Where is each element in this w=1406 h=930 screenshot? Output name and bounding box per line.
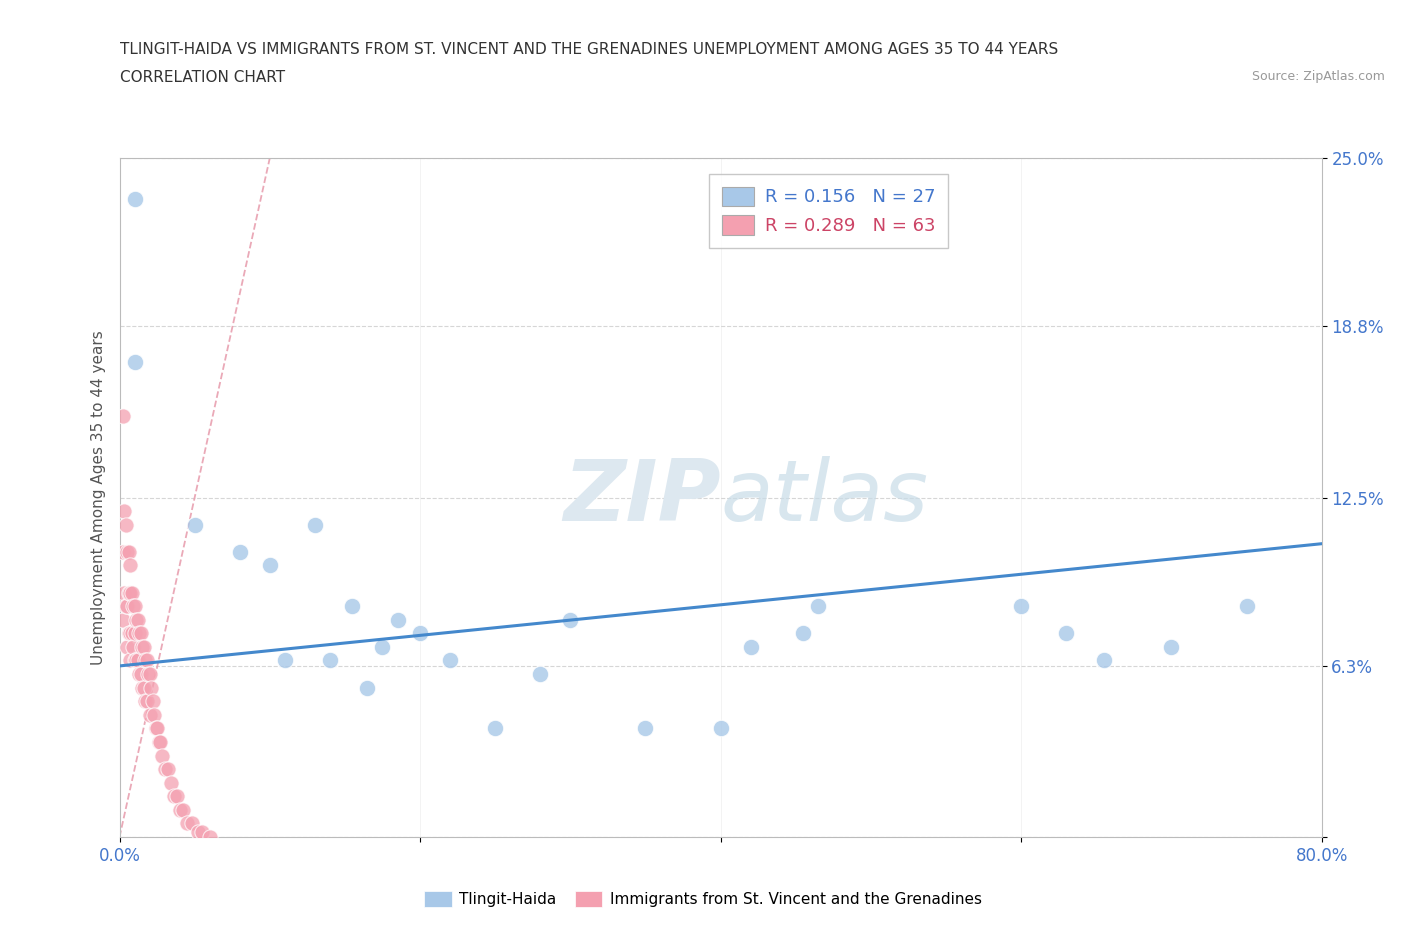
Point xyxy=(121,585,143,600)
Point xyxy=(356,680,378,695)
Point xyxy=(118,558,141,573)
Point xyxy=(634,721,657,736)
Point xyxy=(115,544,138,559)
Text: Source: ZipAtlas.com: Source: ZipAtlas.com xyxy=(1251,70,1385,83)
Point xyxy=(183,517,205,532)
Text: atlas: atlas xyxy=(720,456,928,539)
Point xyxy=(150,748,173,763)
Point xyxy=(121,626,143,641)
Point xyxy=(259,558,281,573)
Point xyxy=(304,517,326,532)
Point xyxy=(118,653,141,668)
Point xyxy=(117,626,139,641)
Point xyxy=(409,626,432,641)
Text: TLINGIT-HAIDA VS IMMIGRANTS FROM ST. VINCENT AND THE GRENADINES UNEMPLOYMENT AMO: TLINGIT-HAIDA VS IMMIGRANTS FROM ST. VIN… xyxy=(120,42,1057,57)
Point xyxy=(740,640,762,655)
Point xyxy=(709,721,731,736)
Y-axis label: Unemployment Among Ages 35 to 44 years: Unemployment Among Ages 35 to 44 years xyxy=(90,330,105,665)
Point xyxy=(115,640,138,655)
Point xyxy=(122,599,145,614)
Point xyxy=(111,612,134,627)
Point xyxy=(136,667,159,682)
Point xyxy=(439,653,461,668)
Point xyxy=(145,721,167,736)
Point xyxy=(529,667,551,682)
Point xyxy=(148,735,170,750)
Point xyxy=(132,680,155,695)
Point xyxy=(143,708,166,723)
Point xyxy=(187,824,209,839)
Point xyxy=(124,192,146,206)
Point xyxy=(153,762,176,777)
Point xyxy=(166,789,188,804)
Point xyxy=(115,599,138,614)
Point xyxy=(319,653,342,668)
Point xyxy=(131,640,153,655)
Point xyxy=(274,653,297,668)
Point xyxy=(132,640,155,655)
Point xyxy=(159,776,181,790)
Point xyxy=(124,354,146,369)
Point xyxy=(139,680,162,695)
Point xyxy=(191,824,214,839)
Point xyxy=(134,653,156,668)
Point xyxy=(138,667,160,682)
Point xyxy=(1010,599,1032,614)
Point xyxy=(111,408,134,423)
Point xyxy=(1160,640,1182,655)
Point xyxy=(127,612,149,627)
Point xyxy=(1236,599,1258,614)
Point xyxy=(135,694,157,709)
Point xyxy=(135,653,157,668)
Point xyxy=(125,612,148,627)
Point xyxy=(162,789,184,804)
Point xyxy=(131,680,153,695)
Point xyxy=(114,599,136,614)
Legend: Tlingit-Haida, Immigrants from St. Vincent and the Grenadines: Tlingit-Haida, Immigrants from St. Vince… xyxy=(418,884,988,913)
Point xyxy=(371,640,394,655)
Point xyxy=(342,599,364,614)
Point xyxy=(484,721,506,736)
Point xyxy=(560,612,582,627)
Point xyxy=(138,708,160,723)
Point xyxy=(129,667,152,682)
Point xyxy=(387,612,409,627)
Point xyxy=(1054,626,1077,641)
Point xyxy=(124,626,146,641)
Point xyxy=(128,667,150,682)
Point xyxy=(172,803,194,817)
Point xyxy=(114,517,136,532)
Point xyxy=(807,599,830,614)
Point xyxy=(169,803,191,817)
Point xyxy=(142,694,165,709)
Point xyxy=(122,640,145,655)
Point xyxy=(134,694,156,709)
Point xyxy=(124,653,146,668)
Point xyxy=(112,585,135,600)
Point xyxy=(125,653,148,668)
Point xyxy=(228,544,252,559)
Point xyxy=(149,735,172,750)
Point xyxy=(176,816,198,830)
Point xyxy=(112,504,135,519)
Point xyxy=(117,544,139,559)
Point xyxy=(124,599,146,614)
Point xyxy=(198,830,221,844)
Point xyxy=(156,762,179,777)
Text: CORRELATION CHART: CORRELATION CHART xyxy=(120,70,284,85)
Point xyxy=(128,626,150,641)
Point xyxy=(127,653,149,668)
Legend: R = 0.156   N = 27, R = 0.289   N = 63: R = 0.156 N = 27, R = 0.289 N = 63 xyxy=(709,174,948,248)
Point xyxy=(129,626,152,641)
Point xyxy=(111,544,134,559)
Point xyxy=(180,816,202,830)
Point xyxy=(118,626,141,641)
Point xyxy=(117,585,139,600)
Text: ZIP: ZIP xyxy=(562,456,720,539)
Point xyxy=(792,626,814,641)
Point xyxy=(1092,653,1115,668)
Point xyxy=(118,585,141,600)
Point xyxy=(146,721,169,736)
